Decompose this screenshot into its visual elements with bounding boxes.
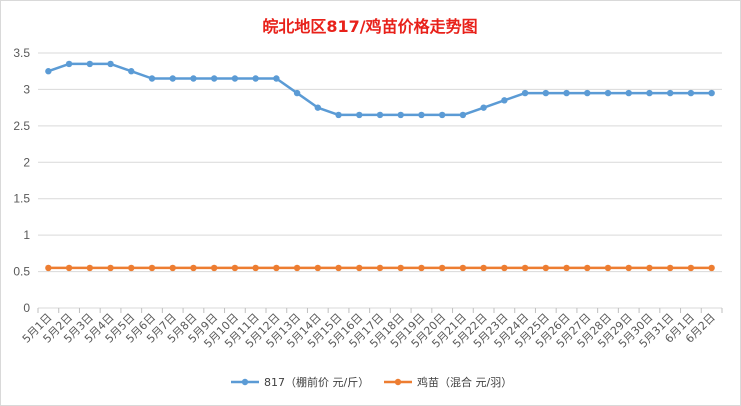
data-point (459, 111, 467, 119)
data-point (65, 60, 73, 68)
data-point (210, 264, 218, 272)
y-tick-label: 2.5 (13, 119, 30, 133)
data-point (604, 264, 612, 272)
data-point (666, 264, 674, 272)
data-point (314, 104, 322, 111)
data-point (107, 264, 114, 272)
data-point (563, 264, 570, 272)
series-layer (45, 60, 715, 272)
data-point (584, 89, 591, 97)
data-point (335, 264, 342, 272)
x-axis: 5月1日5月2日5月3日5月4日5月5日5月6日5月7日5月8日5月9日5月10… (20, 308, 723, 351)
data-point (646, 264, 653, 272)
y-tick-label: 1.5 (13, 192, 30, 206)
data-point (542, 89, 550, 97)
data-point (708, 89, 715, 97)
data-point (45, 68, 52, 75)
data-point (273, 264, 280, 272)
data-point (397, 111, 404, 119)
data-point (65, 264, 73, 272)
data-point (708, 264, 715, 272)
data-point (128, 264, 135, 272)
data-point (438, 264, 446, 272)
data-point (376, 111, 384, 119)
data-point (584, 264, 591, 272)
data-point (169, 264, 176, 272)
data-point (86, 264, 94, 272)
legend-label: 鸡苗（混合 元/羽） (417, 375, 512, 389)
data-point (45, 264, 52, 272)
data-point (646, 89, 653, 97)
data-point (459, 264, 467, 272)
data-point (252, 264, 259, 272)
data-point (418, 111, 425, 119)
legend: 817（棚前价 元/斤） 鸡苗（混合 元/羽） (231, 375, 512, 389)
data-point (521, 89, 529, 97)
data-point (148, 264, 156, 272)
chart-title: 皖北地区817/鸡苗价格走势图 (262, 17, 477, 36)
data-point (190, 264, 197, 272)
legend-swatch-marker (241, 378, 249, 386)
data-point (501, 264, 508, 272)
data-point (563, 89, 570, 97)
data-point (356, 264, 363, 272)
data-point (86, 60, 94, 68)
data-point (273, 75, 280, 82)
legend-label: 817（棚前价 元/斤） (264, 375, 369, 389)
y-tick-label: 0 (23, 301, 30, 315)
data-point (252, 75, 259, 82)
data-point (501, 97, 508, 104)
data-point (666, 89, 674, 97)
data-point (210, 75, 218, 82)
data-point (418, 264, 425, 272)
data-point (314, 264, 322, 272)
data-point (148, 75, 156, 82)
y-tick-label: 3.5 (13, 46, 30, 60)
data-point (293, 89, 301, 97)
data-point (107, 60, 114, 68)
data-point (521, 264, 529, 272)
data-point (542, 264, 550, 272)
legend-swatch-marker (394, 378, 402, 386)
y-tick-label: 1 (23, 228, 30, 242)
data-point (376, 264, 384, 272)
data-point (480, 264, 487, 272)
y-tick-label: 0.5 (13, 265, 30, 279)
y-tick-label: 3 (23, 82, 30, 96)
data-point (625, 89, 632, 97)
y-tick-label: 2 (23, 155, 30, 169)
data-point (335, 111, 342, 119)
y-axis: 0 0.5 1 1.5 2 2.5 3 3.5 (13, 46, 30, 315)
data-point (231, 264, 239, 272)
data-point (190, 75, 197, 82)
data-point (687, 264, 695, 272)
data-point (625, 264, 632, 272)
data-point (293, 264, 301, 272)
data-point (169, 75, 176, 82)
data-point (356, 111, 363, 119)
data-point (687, 89, 695, 97)
data-point (438, 111, 446, 119)
gridlines (38, 52, 722, 309)
data-point (128, 68, 135, 75)
data-point (604, 89, 612, 97)
data-point (480, 104, 487, 111)
data-point (231, 75, 239, 82)
data-point (397, 264, 404, 272)
